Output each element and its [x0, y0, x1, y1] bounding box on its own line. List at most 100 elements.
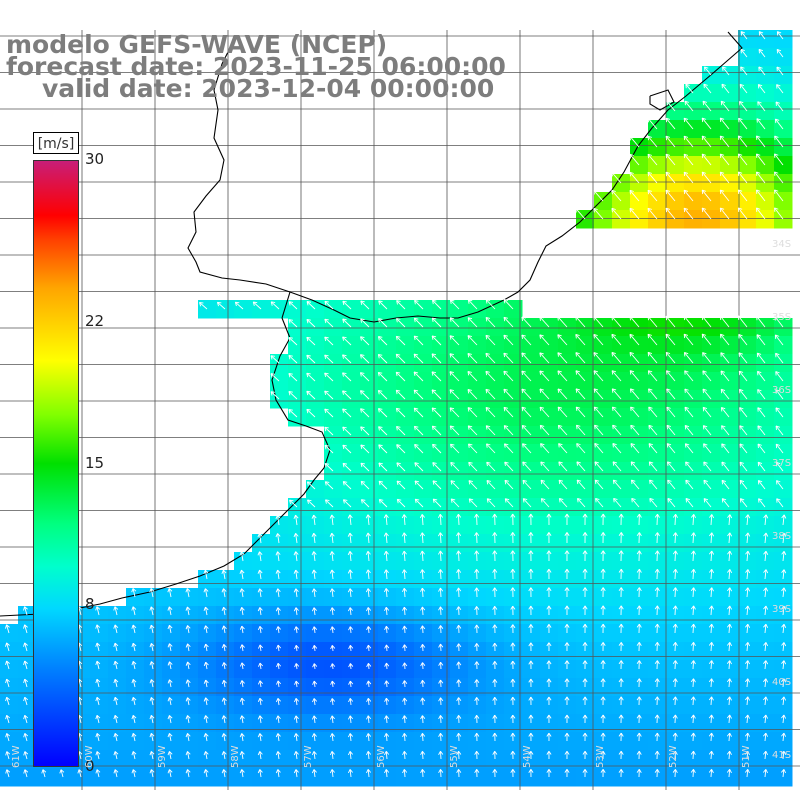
wind-speed-cell	[468, 534, 487, 553]
wind-arrow	[5, 714, 11, 724]
wind-arrow	[185, 751, 191, 760]
wind-speed-cell	[396, 516, 415, 535]
wind-speed-cell	[342, 714, 361, 733]
wind-arrow	[776, 31, 784, 40]
wind-speed-cell	[558, 768, 577, 787]
wind-speed-cell	[162, 714, 181, 733]
wind-arrow	[384, 697, 390, 706]
wind-speed-cell	[684, 426, 703, 445]
wind-speed-cell	[576, 444, 595, 463]
wind-speed-cell	[378, 624, 397, 643]
latitude-label: 41S	[772, 750, 792, 761]
wind-arrow	[647, 117, 658, 130]
wind-speed-cell	[540, 444, 559, 463]
wind-arrow	[776, 84, 784, 94]
wind-arrow	[744, 769, 750, 778]
wind-arrow	[348, 626, 354, 634]
wind-speed-cell	[486, 516, 505, 535]
wind-speed-cell	[558, 624, 577, 643]
wind-speed-cell	[774, 588, 793, 607]
wind-arrow	[149, 588, 155, 598]
wind-arrow	[600, 513, 606, 526]
wind-speed-cell	[702, 462, 721, 481]
wind-speed-cell	[594, 732, 613, 751]
wind-arrow	[629, 189, 640, 202]
wind-arrow	[546, 513, 552, 526]
wind-speed-cell	[666, 210, 685, 229]
wind-arrow	[503, 298, 514, 310]
wind-speed-cell	[90, 768, 109, 787]
wind-arrow	[726, 642, 732, 652]
wind-speed-cell	[522, 588, 541, 607]
wind-arrow	[384, 680, 390, 688]
wind-arrow	[727, 587, 733, 598]
wind-speed-cell	[720, 624, 739, 643]
wind-arrow	[576, 443, 586, 454]
wind-speed-cell	[396, 534, 415, 553]
wind-speed-cell	[684, 210, 703, 229]
wind-arrow	[683, 117, 694, 130]
wind-speed-cell	[342, 552, 361, 571]
wind-speed-cell	[738, 696, 757, 715]
wind-speed-cell	[738, 372, 757, 391]
wind-arrow	[348, 680, 354, 688]
wind-arrow	[95, 624, 101, 634]
wind-arrow	[402, 587, 408, 598]
wind-speed-cell	[558, 372, 577, 391]
wind-speed-cell	[612, 498, 631, 517]
wind-speed-cell	[360, 678, 379, 697]
wind-speed-cell	[576, 534, 595, 553]
wind-arrow	[708, 678, 714, 688]
wind-speed-cell	[162, 732, 181, 751]
wind-speed-cell	[486, 732, 505, 751]
wind-speed-cell	[594, 354, 613, 373]
wind-speed-cell	[180, 588, 199, 607]
wind-arrow	[383, 514, 389, 526]
wind-arrow	[456, 550, 462, 562]
wind-arrow	[275, 769, 281, 778]
wind-arrow	[467, 389, 478, 400]
wind-arrow	[378, 462, 388, 472]
wind-arrow	[684, 406, 694, 418]
wind-speed-cell	[432, 606, 451, 625]
wind-speed-cell	[666, 390, 685, 409]
wind-speed-cell	[450, 642, 469, 661]
wind-arrow	[149, 643, 155, 652]
wind-arrow	[654, 568, 660, 580]
wind-speed-cell	[378, 660, 397, 679]
argentina-coastline	[0, 317, 331, 617]
wind-arrow	[654, 678, 660, 688]
wind-speed-cell	[720, 372, 739, 391]
wind-speed-cell	[702, 174, 721, 193]
wind-speed-cell	[324, 732, 343, 751]
wind-speed-cell	[666, 678, 685, 697]
wind-arrow	[522, 461, 532, 472]
wind-speed-cell	[774, 714, 793, 733]
wind-speed-cell	[198, 642, 217, 661]
wind-arrow	[618, 769, 624, 778]
wind-arrow	[503, 352, 514, 364]
wind-arrow	[690, 750, 696, 760]
wind-speed-cell	[468, 624, 487, 643]
wind-arrow	[294, 680, 300, 688]
wind-arrow	[781, 750, 787, 760]
wind-speed-cell	[576, 552, 595, 571]
wind-arrow	[665, 171, 676, 184]
wind-arrow	[557, 388, 568, 400]
wind-arrow	[540, 461, 550, 472]
wind-speed-cell	[756, 318, 775, 337]
wind-arrow	[582, 623, 588, 634]
wind-arrow	[293, 514, 299, 526]
wind-arrow	[431, 353, 442, 364]
wind-speed-cell	[612, 516, 631, 535]
wind-arrow	[774, 153, 784, 166]
wind-speed-cell	[144, 696, 163, 715]
wind-speed-cell	[540, 552, 559, 571]
wind-arrow	[113, 751, 119, 760]
wind-speed-cell	[612, 714, 631, 733]
wind-arrow	[203, 679, 209, 688]
wind-speed-cell	[756, 624, 775, 643]
wind-speed-cell	[738, 552, 757, 571]
wind-arrow	[665, 117, 676, 130]
wind-speed-cell	[486, 642, 505, 661]
